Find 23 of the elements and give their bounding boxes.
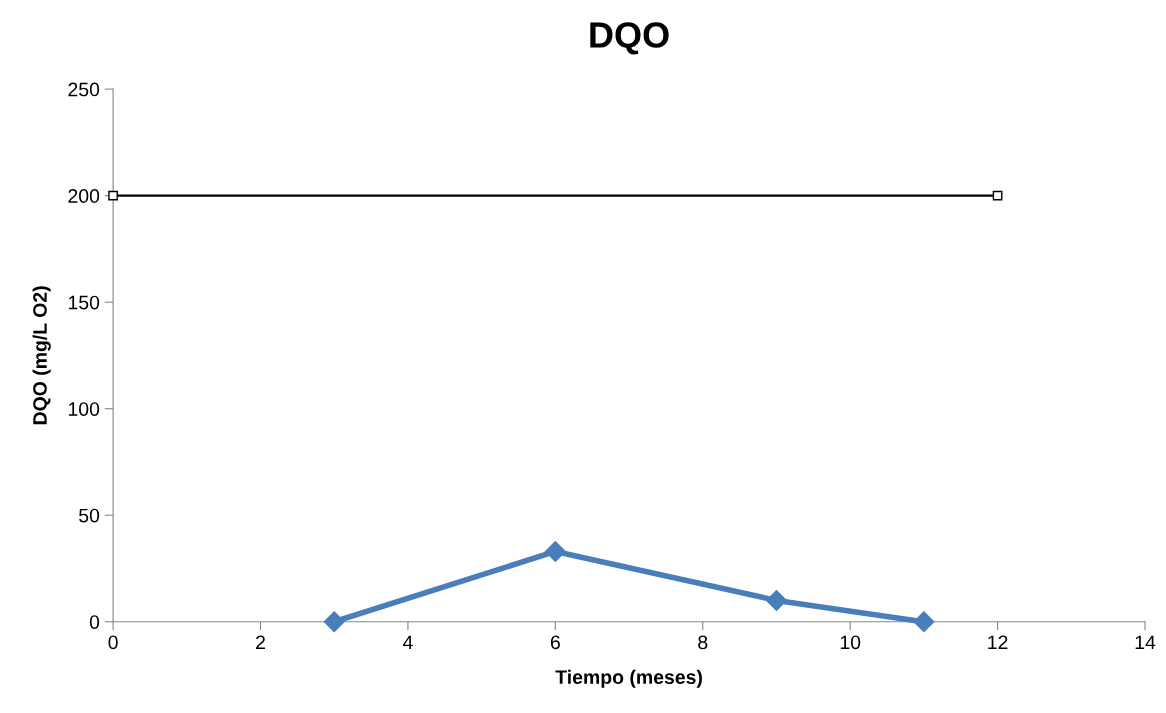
y-tick-label: 150 [68,295,100,310]
point [765,589,787,611]
x-tick-label: 14 [1135,635,1156,650]
x-tick-label: 6 [550,635,560,650]
x-tick-label: 0 [108,635,118,650]
x-tick-label: 4 [402,635,413,650]
y-axis-title: DQO (mg/L O2) [32,286,51,425]
y-tick-label: 0 [89,615,100,629]
point [108,190,118,201]
x-tick-label: 12 [988,635,1008,650]
point [323,611,345,633]
point [992,190,1003,201]
chart-title: DQO [590,22,669,55]
point [544,540,566,562]
x-tick-label: 8 [698,635,708,650]
x-tick-label: 10 [840,635,861,650]
y-tick-label: 50 [79,508,100,523]
y-tick-label: 250 [68,82,100,97]
point [913,611,935,633]
x-tick-label: 2 [256,635,265,650]
y-tick-label: 200 [68,189,100,203]
x-axis-title: Tiempo (meses) [555,669,702,688]
y-tick-label: 100 [68,402,100,416]
